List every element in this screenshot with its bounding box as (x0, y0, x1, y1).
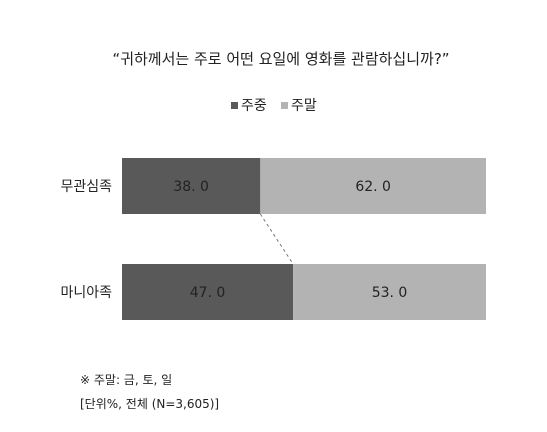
bar-value-label-0-0: 38. 0 (173, 179, 209, 195)
legend-swatch-0 (231, 102, 238, 109)
chart-title: “귀하께서는 주로 어떤 요일에 영화를 관람하십니까?” (112, 50, 449, 68)
bar-value-label-0-1: 47. 0 (190, 285, 226, 301)
weekend-note: ※ 주말: 금, 토, 일 (80, 373, 173, 387)
bar-value-label-1-1: 53. 0 (372, 285, 408, 301)
bar-1-0 (260, 158, 486, 214)
legend-label-0: 주중 (241, 98, 267, 114)
category-label-1: 마니아족 (60, 285, 112, 301)
bar-value-label-1-0: 62. 0 (355, 179, 391, 195)
legend-label-1: 주말 (291, 98, 317, 114)
bar-1-1 (293, 264, 486, 320)
data-labels: 38. 0 62. 0 47. 0 53. 0 (173, 179, 407, 301)
bar-0-1 (122, 264, 294, 320)
bars-group (122, 158, 486, 320)
boundary-connector-line (259, 213, 294, 265)
unit-note: [단위%, 전체 (N=3,605)] (80, 397, 220, 411)
bar-0-0 (122, 158, 261, 214)
legend-swatch-1 (281, 102, 288, 109)
legend: 주중 주말 (231, 98, 317, 114)
category-label-0: 무관심족 (60, 179, 112, 195)
